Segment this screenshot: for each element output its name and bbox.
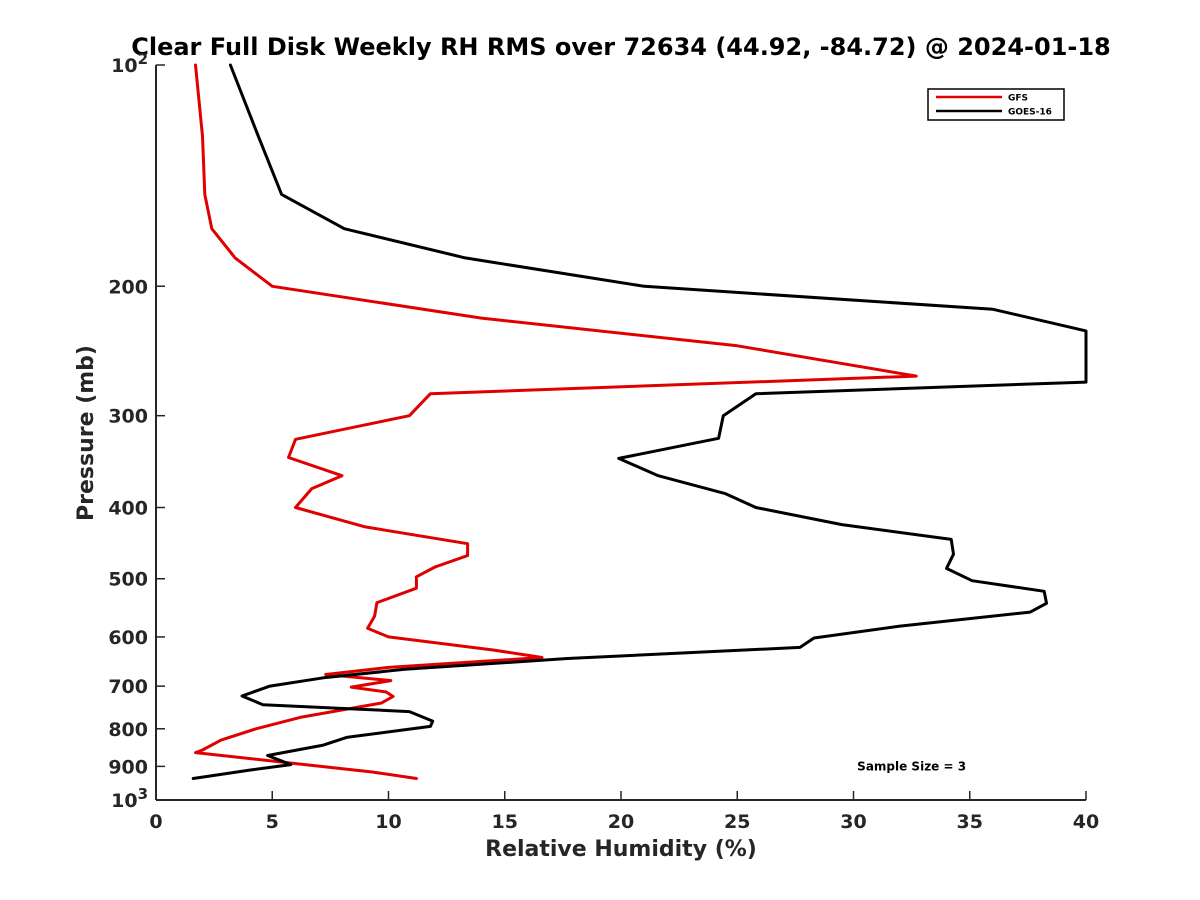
legend-box [927, 88, 1065, 121]
series-line-gfs [194, 63, 918, 780]
y-tick-label: 900 [108, 756, 148, 778]
series-layer [191, 63, 1088, 780]
x-axis-label: Relative Humidity (%) [485, 837, 757, 862]
legend-label-gfs: GFS [1008, 94, 1028, 104]
x-tick-label: 25 [724, 811, 750, 833]
legend: GFS GOES-16 [927, 88, 1065, 121]
x-tick-label: 5 [266, 811, 279, 833]
y-tick-label: 300 [108, 406, 148, 428]
y-tick-label: 800 [108, 719, 148, 741]
y-tick-label: 600 [108, 627, 148, 649]
y-tick-label: 500 [108, 569, 148, 591]
y-tick-label: 700 [108, 676, 148, 698]
legend-label-goes16: GOES-16 [1008, 108, 1052, 118]
plot-area [156, 65, 1086, 800]
x-tick-label: 30 [840, 811, 866, 833]
y-tick-label: 400 [108, 498, 148, 520]
sample-size-annotation: Sample Size = 3 [857, 759, 966, 773]
series-line-goes16 [191, 63, 1088, 780]
x-tick-label: 10 [375, 811, 401, 833]
x-tick-label: 15 [492, 811, 518, 833]
x-axis-ticks: 0 5 10 15 20 25 30 35 40 [149, 791, 1099, 833]
x-tick-label: 35 [957, 811, 983, 833]
y-tick-label: 200 [108, 276, 148, 298]
y-axis-label: Pressure (mb) [74, 345, 99, 521]
x-tick-label: 40 [1073, 811, 1099, 833]
x-tick-label: 0 [149, 811, 162, 833]
chart-title: Clear Full Disk Weekly RH RMS over 72634… [131, 33, 1111, 61]
x-tick-label: 20 [608, 811, 634, 833]
